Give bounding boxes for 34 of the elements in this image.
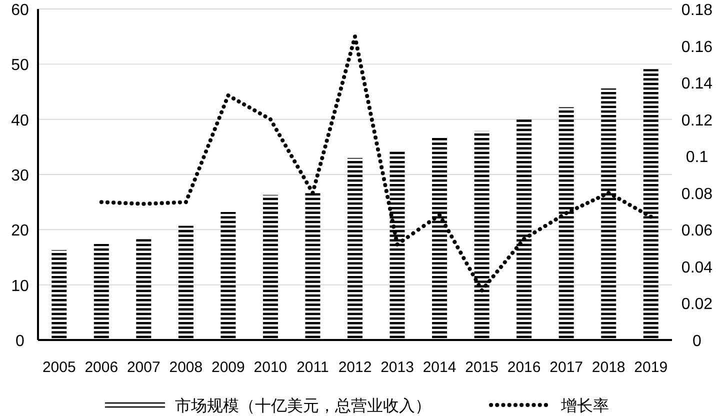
y2-tick-label: 0.04 <box>681 259 713 276</box>
x-tick-label: 2006 <box>84 359 118 376</box>
y-tick-label: 50 <box>11 57 29 74</box>
x-tick-label: 2016 <box>507 359 541 376</box>
y2-tick-label: 0.18 <box>681 2 713 19</box>
x-tick-label: 2009 <box>212 359 245 376</box>
x-tick-label: 2014 <box>422 359 456 376</box>
x-tick-label: 2013 <box>380 359 414 376</box>
x-tick-label: 2018 <box>592 359 626 376</box>
y-tick-label: 20 <box>11 222 29 240</box>
y-tick-label: 10 <box>11 278 29 295</box>
x-tick-label: 2015 <box>465 359 498 376</box>
y2-tick-label: 0.02 <box>681 296 713 314</box>
y2-tick-label: 0.06 <box>681 222 713 240</box>
x-tick-label: 2011 <box>296 359 329 376</box>
legend-label: 市场规模（十亿美元，总营业收入） <box>175 397 431 415</box>
x-tick-label: 2017 <box>550 359 584 376</box>
x-tick-label: 2010 <box>254 359 288 376</box>
y-tick-label: 30 <box>11 168 29 184</box>
legend-label: 增长率 <box>560 397 609 415</box>
y2-tick-label: 0 <box>692 333 702 350</box>
y2-tick-label: 0.12 <box>681 112 713 130</box>
y-tick-label: 60 <box>11 2 29 19</box>
y-tick-label: 40 <box>11 112 29 130</box>
y2-tick-label: 0.08 <box>681 186 713 203</box>
y2-tick-label: 0.1 <box>686 149 708 166</box>
y2-tick-label: 0.16 <box>681 38 713 56</box>
x-tick-label: 2019 <box>634 359 668 376</box>
x-tick-label: 2012 <box>338 359 372 376</box>
y2-tick-label: 0.14 <box>681 76 713 93</box>
y-tick-label: 0 <box>16 333 25 350</box>
x-tick-label: 2008 <box>169 359 203 376</box>
x-tick-label: 2005 <box>42 359 76 376</box>
x-tick-label: 2007 <box>126 359 160 376</box>
